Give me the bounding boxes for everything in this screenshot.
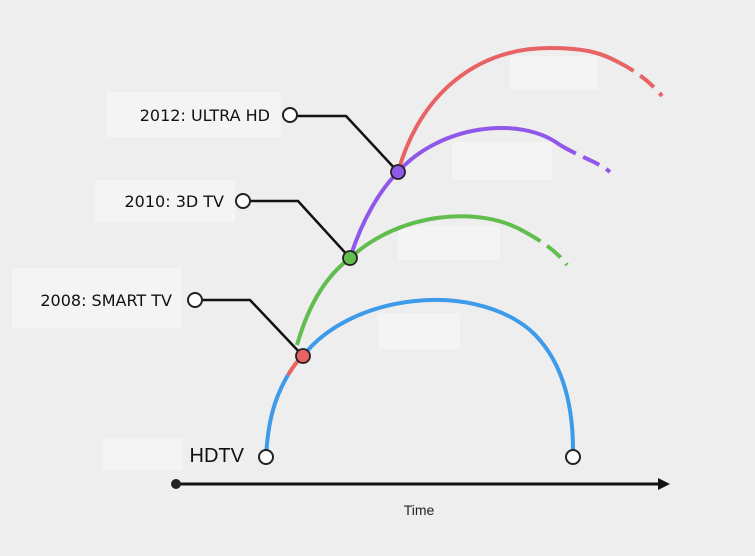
label-ultra-hd: 2012: ULTRA HD <box>140 106 270 125</box>
label-box-smart-tv <box>12 268 182 328</box>
placeholder-box-4 <box>378 313 460 349</box>
3d-tv-label-node <box>235 193 251 209</box>
label-box-ultra-hd <box>106 92 281 137</box>
3d-tv-junction-dot <box>342 250 358 266</box>
hdtv-start-node <box>258 449 274 465</box>
time-axis-label: Time <box>404 502 435 518</box>
connector-ultra-hd <box>290 114 399 173</box>
3d-tv-arc-top <box>396 126 562 174</box>
ultra-hd-arc-dashed <box>617 60 664 98</box>
placeholder-box-1 <box>510 56 598 90</box>
smart-tv-label-node <box>187 292 203 308</box>
label-3d-tv: 2010: 3D TV <box>125 192 225 211</box>
label-smart-tv: 2008: SMART TV <box>40 291 172 310</box>
3d-tv-arc-dashed <box>558 143 612 174</box>
hdtv-arc-main <box>301 297 576 458</box>
smart-tv-junction-dot <box>295 348 311 364</box>
hdtv-end-node <box>565 449 581 465</box>
ultra-hd-arc <box>396 45 619 173</box>
ultra-hd-label-node <box>282 107 298 123</box>
ultra-hd-junction-dot <box>390 164 406 180</box>
smart-tv-arc <box>295 256 352 346</box>
label-box-hdtv <box>103 438 183 470</box>
time-axis-arrow-icon <box>658 478 670 490</box>
label-hdtv: HDTV <box>190 445 245 467</box>
placeholder-box-2 <box>452 142 552 180</box>
connector-smart-tv <box>196 298 304 357</box>
hdtv-arc <box>264 373 290 458</box>
smart-tv-arc-dashed <box>524 230 569 267</box>
3d-tv-arc <box>348 170 400 259</box>
smart-tv-arc-top <box>348 214 527 260</box>
time-axis-start-dot <box>171 479 181 489</box>
connector-3d-tv <box>244 199 351 259</box>
placeholder-box-3 <box>398 226 500 260</box>
label-box-3d-tv <box>95 180 235 222</box>
